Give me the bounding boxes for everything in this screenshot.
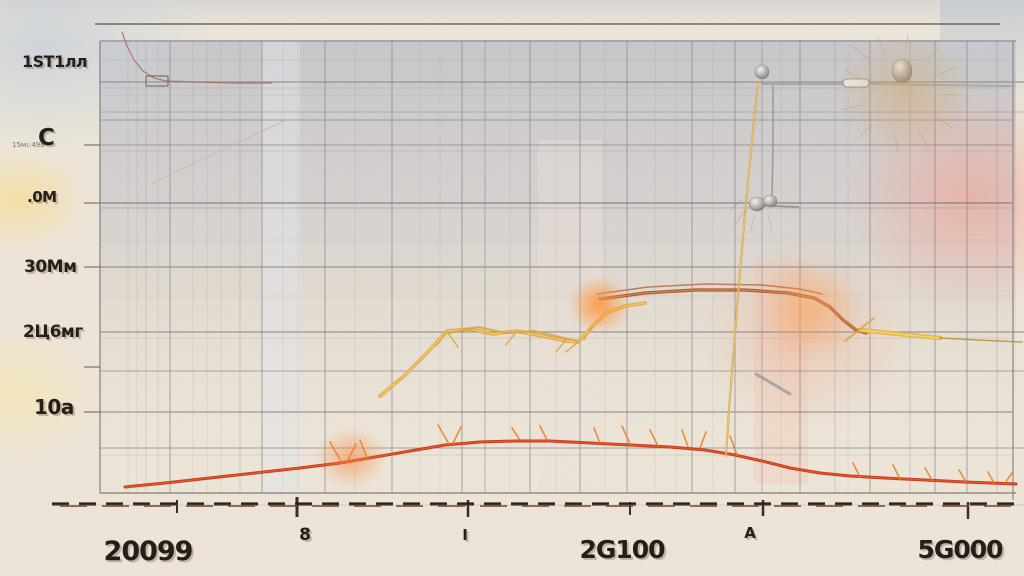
gray-top-line: [762, 83, 1015, 87]
gold-right-segment: [857, 327, 943, 341]
gray-drop-line: [771, 85, 774, 199]
small-gray-diagonal: [754, 372, 792, 396]
y-axis-label: .0М: [27, 187, 57, 206]
y-axis-label: 2Ц6мг: [23, 321, 83, 342]
capsule-marker: [842, 78, 870, 88]
x-axis-label: 20099: [103, 536, 194, 567]
x-axis-label: 2G100: [579, 535, 665, 564]
x-axis-label: 5G000: [917, 535, 1003, 564]
x-axis-label: I: [462, 526, 468, 544]
gold-left-strand2: [448, 326, 579, 342]
silver-sphere-mid-right: [762, 194, 778, 208]
sphere-markers: [748, 58, 913, 212]
topleft-decay-curve: [121, 31, 273, 84]
y-axis-label: 10а: [34, 395, 74, 419]
axis-marks: [52, 144, 1024, 519]
silver-sphere-mid-left: [748, 196, 766, 212]
data-series: [121, 31, 1023, 489]
silver-sphere-small-top: [754, 64, 770, 80]
vertical-spike-line: [724, 81, 760, 458]
sphere-spray-strokes: [841, 34, 963, 153]
silver-sphere-large: [891, 58, 913, 84]
x-axis-label: 8: [299, 525, 311, 545]
red-lower-line: [123, 439, 1018, 489]
gold-right-tail: [939, 337, 1023, 343]
y-axis-label: C: [38, 124, 55, 151]
y-axis-label: 30Мм: [24, 256, 77, 277]
x-axis-label: A: [744, 524, 756, 542]
y-axis-label: 1ST1лл: [22, 52, 88, 71]
copper-main-line: [598, 288, 868, 335]
lower-sphere-spray: [729, 199, 773, 233]
tiny-faint-label: 15м₁:49в: [12, 141, 45, 149]
faint-diagonal-line: [151, 120, 285, 184]
gridlines: [95, 23, 1024, 500]
topleft-small-box: [145, 75, 169, 87]
